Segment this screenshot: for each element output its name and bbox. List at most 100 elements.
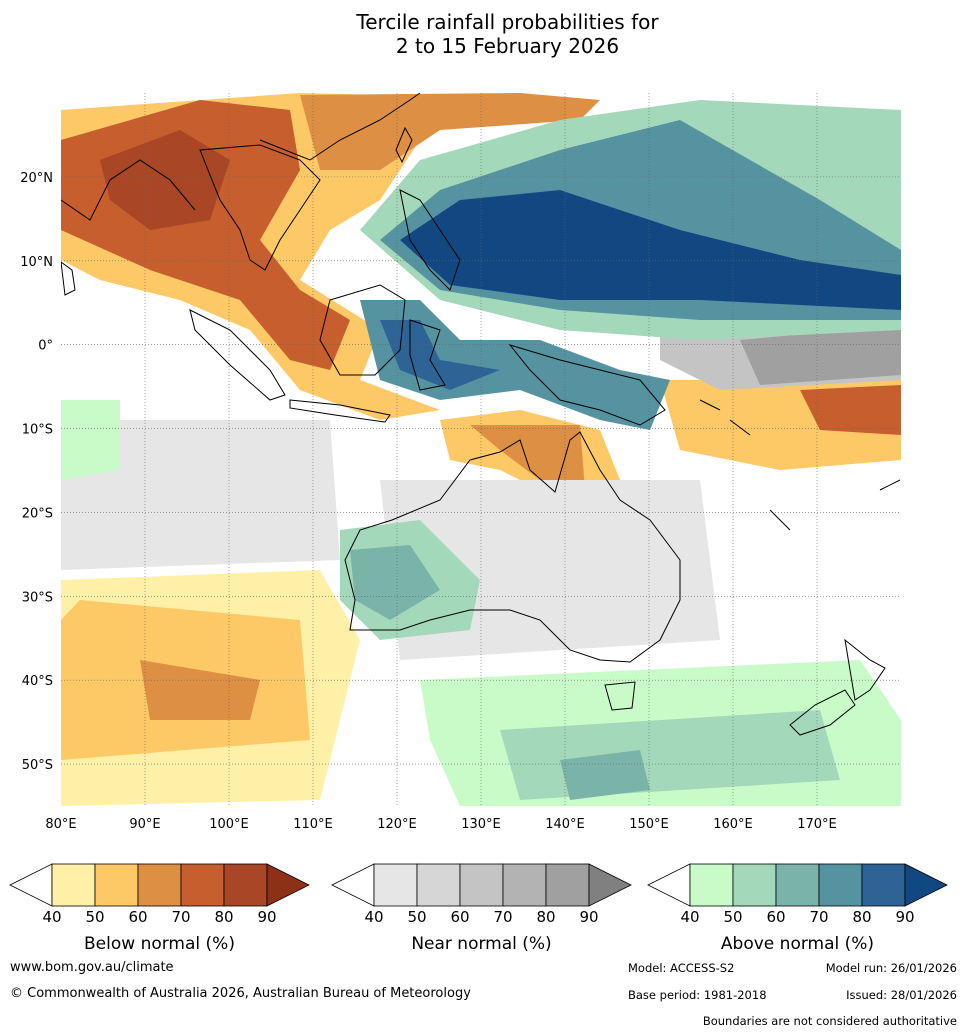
coastline-sumatra	[189, 309, 286, 401]
website-text: www.bom.gov.au/climate	[10, 960, 174, 975]
legend-color-box	[416, 863, 461, 907]
below-normal-core-pacific	[800, 385, 901, 435]
legend-color-box	[137, 863, 182, 907]
coastlines	[61, 93, 901, 736]
coastline-tasmania	[604, 681, 636, 711]
coastline-indochina	[199, 144, 321, 271]
coastline-philippines	[399, 189, 461, 291]
legend-tick-label: 80	[536, 908, 555, 926]
lon-tick-label: 170°E	[797, 817, 837, 832]
gridlines	[61, 93, 901, 806]
legend-tick-label: 80	[852, 908, 871, 926]
legend-title: Below normal (%)	[84, 934, 235, 954]
copyright-text: © Commonwealth of Australia 2026, Austra…	[10, 986, 471, 1001]
near-normal-core-pacific	[740, 325, 901, 385]
coastline-australia	[344, 431, 681, 663]
axis-labels: 80°E 90°E 100°E 110°E 120°E 130°E 140°E 150°E 16…	[20, 171, 837, 832]
model-run-text: Model run: 26/01/2026	[825, 961, 957, 975]
legend-color-box	[732, 863, 777, 907]
lon-tick-label: 100°E	[209, 817, 249, 832]
legends: 40 50 60 70 80 90 Below normal (%) 40 50 60 70 80 90…	[9, 863, 948, 954]
lat-tick-label: 10°N	[20, 255, 53, 270]
legend-color-box	[502, 863, 547, 907]
lon-tick-label: 110°E	[293, 817, 333, 832]
legend-color-box	[545, 863, 590, 907]
disclaimer-text: Boundaries are not considered authoritat…	[702, 1014, 957, 1028]
legend-tick-label: 70	[493, 908, 512, 926]
legend-color-box	[94, 863, 139, 907]
title-line-1: Tercile rainfall probabilities for	[356, 10, 659, 34]
lat-tick-label: 0°	[38, 339, 53, 354]
map-area	[61, 93, 901, 806]
lat-tick-label: 40°S	[22, 674, 53, 689]
legend-color-box	[223, 863, 268, 907]
lon-tick-label: 80°E	[45, 817, 76, 832]
legend-tick-label: 50	[85, 908, 104, 926]
base-period-text: Base period: 1981-2018	[628, 988, 767, 1002]
title-line-2: 2 to 15 February 2026	[395, 34, 620, 58]
above-normal-region-indonesia	[360, 300, 670, 430]
coastline-new-zealand-south	[789, 689, 856, 736]
coastline-borneo	[319, 284, 406, 376]
lon-tick-label: 130°E	[461, 817, 501, 832]
legend-under-arrow	[9, 863, 53, 907]
legend-title: Near normal (%)	[411, 934, 551, 954]
legend-tick-label: 60	[128, 908, 147, 926]
lat-tick-label: 20°N	[20, 171, 53, 186]
model-text: Model: ACCESS-S2	[628, 961, 735, 975]
lon-tick-label: 90°E	[129, 817, 160, 832]
coastline-china-south	[259, 93, 421, 161]
legend-tick-label: 50	[723, 908, 742, 926]
legend-tick-label: 50	[407, 908, 426, 926]
legend-title: Above normal (%)	[721, 934, 874, 954]
legend-color-box	[775, 863, 820, 907]
above-normal-core-w-australia	[350, 545, 440, 620]
above-normal-peak-wpacific	[400, 190, 901, 310]
legend-tick-label: 40	[680, 908, 699, 926]
legend-tick-label: 80	[214, 908, 233, 926]
lon-tick-label: 160°E	[713, 817, 753, 832]
coastline-taiwan	[395, 126, 413, 164]
below-normal-core-n-australia	[470, 425, 585, 490]
legend-tick-label: 70	[171, 908, 190, 926]
near-normal-region-indian	[61, 420, 340, 570]
legend-colorbar: 40 50 60 70 80 90 Above normal (%)	[647, 863, 948, 954]
legend-tick-label: 40	[42, 908, 61, 926]
below-normal-peak-southern-ocean	[140, 660, 260, 720]
legend-tick-label: 60	[766, 908, 785, 926]
legend-tick-label: 90	[579, 908, 598, 926]
lon-tick-label: 120°E	[377, 817, 417, 832]
lon-tick-label: 140°E	[545, 817, 585, 832]
below-normal-peak-asia	[100, 130, 230, 230]
lat-tick-label: 50°S	[22, 758, 53, 773]
legend-tick-label: 70	[809, 908, 828, 926]
probability-shading	[61, 93, 901, 806]
coastline-india-east	[61, 159, 196, 221]
legend-color-box	[180, 863, 225, 907]
legend-tick-label: 60	[450, 908, 469, 926]
coastline-java	[289, 399, 391, 423]
below-normal-region-china	[300, 93, 600, 170]
legend-over-arrow	[266, 863, 310, 907]
legend-color-box	[861, 863, 906, 907]
legend-tick-label: 90	[257, 908, 276, 926]
lat-tick-label: 10°S	[22, 423, 53, 438]
above-normal-patch-sw	[61, 400, 120, 480]
coastline-new-zealand-north	[844, 638, 886, 701]
legend-tick-label: 90	[895, 908, 914, 926]
map-title: Tercile rainfall probabilities for 2 to …	[0, 10, 965, 58]
coastline-new-guinea	[508, 344, 666, 426]
lat-tick-label: 30°S	[22, 590, 53, 605]
legend-color-box	[373, 863, 418, 907]
legend-under-arrow	[331, 863, 375, 907]
lon-tick-label: 150°E	[629, 817, 669, 832]
legend-color-box	[818, 863, 863, 907]
legend-under-arrow	[647, 863, 691, 907]
legend-color-box	[689, 863, 734, 907]
legend-over-arrow	[904, 863, 948, 907]
issued-text: Issued: 28/01/2026	[846, 988, 957, 1002]
coastline-sulawesi	[409, 319, 446, 391]
above-normal-patch-nz	[560, 750, 650, 800]
coastline-pacific-islands	[699, 399, 901, 531]
